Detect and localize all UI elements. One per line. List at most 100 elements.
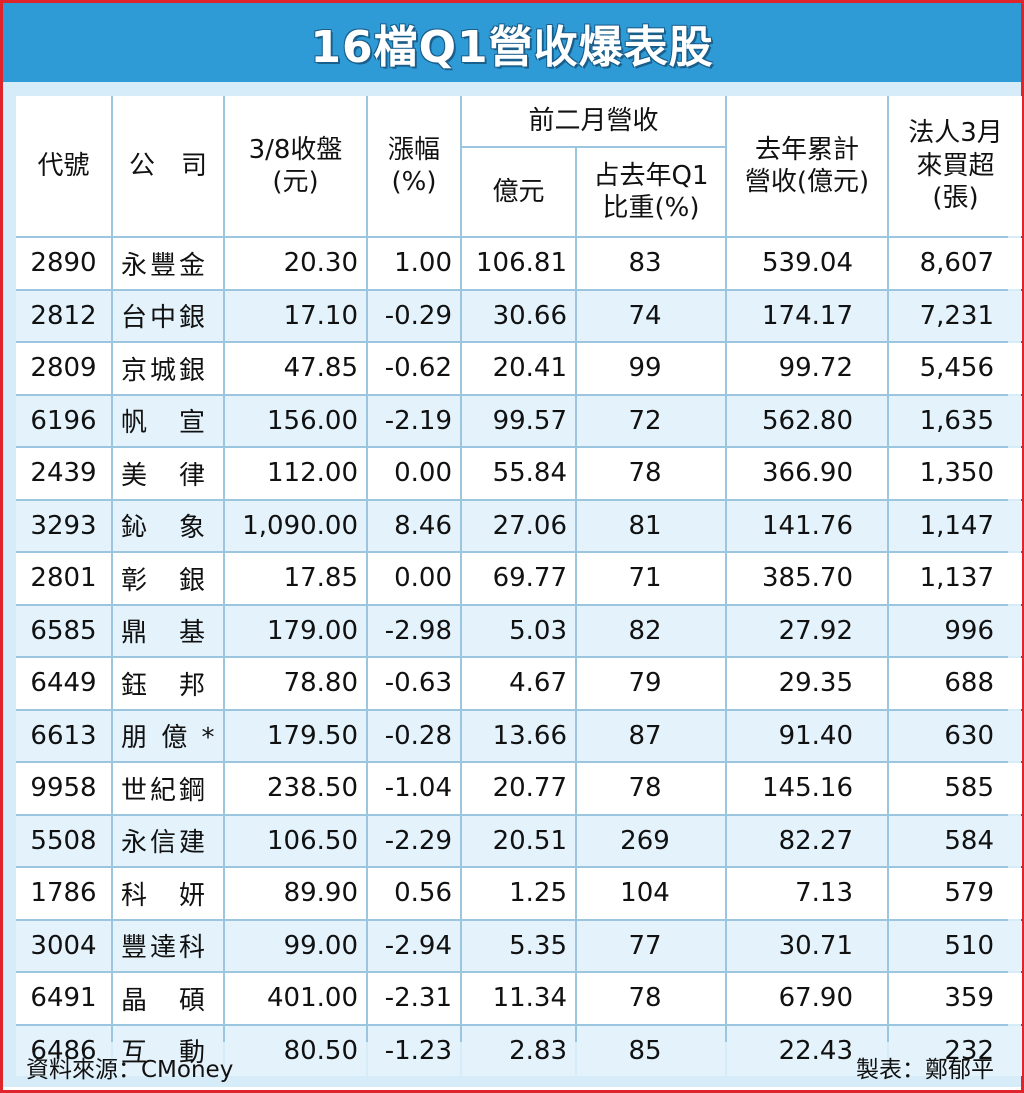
cell-change: -0.63 [368,658,460,709]
cell-change: -0.28 [368,710,460,761]
title-bar: 16檔Q1營收爆表股 [3,3,1021,82]
cell-prev-year-revenue: 145.16 [727,763,887,814]
footer-source: 資料來源：CMoney [26,1057,234,1083]
header-close: 3/8收盤 (元) [225,96,366,236]
header-code: 代號 [16,96,111,236]
cell-revenue-share: 87 [577,710,725,761]
cell-revenue-share: 81 [577,500,725,551]
cell-institutional-buy: 5,456 [889,343,1022,394]
cell-company: 永信建 [113,815,223,866]
cell-institutional-buy: 630 [889,710,1022,761]
cell-revenue-amount: 5.35 [462,920,575,971]
cell-company: 晶 碩 [113,973,223,1024]
cell-institutional-buy: 510 [889,920,1022,971]
cell-company: 彰 銀 [113,553,223,604]
cell-close: 47.85 [225,343,366,394]
cell-prev-year-revenue: 99.72 [727,343,887,394]
cell-prev-year-revenue: 29.35 [727,658,887,709]
cell-revenue-amount: 13.66 [462,710,575,761]
cell-revenue-amount: 20.77 [462,763,575,814]
cell-close: 17.85 [225,553,366,604]
cell-code: 6196 [16,395,111,446]
cell-code: 6585 [16,605,111,656]
cell-prev-year-revenue: 82.27 [727,815,887,866]
cell-change: -2.98 [368,605,460,656]
cell-prev-year-revenue: 7.13 [727,868,887,919]
cell-revenue-amount: 5.03 [462,605,575,656]
cell-change: -2.31 [368,973,460,1024]
cell-prev-year-revenue: 366.90 [727,448,887,499]
cell-revenue-amount: 27.06 [462,500,575,551]
cell-code: 6613 [16,710,111,761]
cell-revenue-amount: 1.25 [462,868,575,919]
cell-code: 6486 [16,1025,111,1076]
cell-prev-year-revenue: 91.40 [727,710,887,761]
cell-institutional-buy: 579 [889,868,1022,919]
cell-revenue-share: 72 [577,395,725,446]
header-company: 公 司 [113,96,223,236]
cell-close: 89.90 [225,868,366,919]
cell-close: 17.10 [225,290,366,341]
cell-company: 京城銀 [113,343,223,394]
header-change: 漲幅 (%) [368,96,460,236]
cell-institutional-buy: 8,607 [889,238,1022,289]
cell-institutional-buy: 1,350 [889,448,1022,499]
cell-code: 9958 [16,763,111,814]
cell-institutional-buy: 996 [889,605,1022,656]
cell-change: -1.23 [368,1025,460,1076]
cell-company: 台中銀 [113,290,223,341]
cell-prev-year-revenue: 67.90 [727,973,887,1024]
cell-prev-year-revenue: 27.92 [727,605,887,656]
cell-close: 179.50 [225,710,366,761]
cell-revenue-share: 269 [577,815,725,866]
cell-institutional-buy: 1,635 [889,395,1022,446]
cell-close: 156.00 [225,395,366,446]
header-prev-year-revenue: 去年累計 營收(億元) [727,96,887,236]
cell-revenue-amount: 20.51 [462,815,575,866]
cell-code: 2439 [16,448,111,499]
cell-change: -0.62 [368,343,460,394]
cell-prev-year-revenue: 22.43 [727,1025,887,1076]
cell-institutional-buy: 359 [889,973,1022,1024]
cell-revenue-amount: 2.83 [462,1025,575,1076]
cell-change: 0.00 [368,448,460,499]
cell-institutional-buy: 584 [889,815,1022,866]
cell-close: 1,090.00 [225,500,366,551]
cell-revenue-share: 79 [577,658,725,709]
cell-company: 永豐金 [113,238,223,289]
cell-change: -2.29 [368,815,460,866]
cell-prev-year-revenue: 141.76 [727,500,887,551]
cell-revenue-share: 78 [577,973,725,1024]
cell-code: 2812 [16,290,111,341]
cell-company: 互 動 [113,1025,223,1076]
cell-company: 美 律 [113,448,223,499]
cell-close: 112.00 [225,448,366,499]
header-institutional-buy: 法人3月 來買超 (張) [889,96,1022,236]
cell-revenue-amount: 55.84 [462,448,575,499]
cell-company: 帆 宣 [113,395,223,446]
cell-revenue-amount: 99.57 [462,395,575,446]
cell-revenue-share: 82 [577,605,725,656]
cell-code: 3293 [16,500,111,551]
cell-revenue-share: 77 [577,920,725,971]
cell-prev-year-revenue: 385.70 [727,553,887,604]
cell-change: 8.46 [368,500,460,551]
cell-close: 99.00 [225,920,366,971]
cell-institutional-buy: 7,231 [889,290,1022,341]
cell-institutional-buy: 232 [889,1025,1022,1076]
header-revenue-group: 前二月營收 [462,96,725,146]
cell-company: 鈊 象 [113,500,223,551]
cell-revenue-amount: 30.66 [462,290,575,341]
cell-company: 朋 億 * [113,710,223,761]
cell-change: -2.94 [368,920,460,971]
cell-revenue-amount: 69.77 [462,553,575,604]
cell-revenue-share: 71 [577,553,725,604]
cell-close: 78.80 [225,658,366,709]
cell-revenue-share: 78 [577,763,725,814]
cell-prev-year-revenue: 562.80 [727,395,887,446]
cell-revenue-share: 99 [577,343,725,394]
cell-institutional-buy: 688 [889,658,1022,709]
cell-company: 鼎 基 [113,605,223,656]
cell-revenue-share: 85 [577,1025,725,1076]
cell-code: 2809 [16,343,111,394]
